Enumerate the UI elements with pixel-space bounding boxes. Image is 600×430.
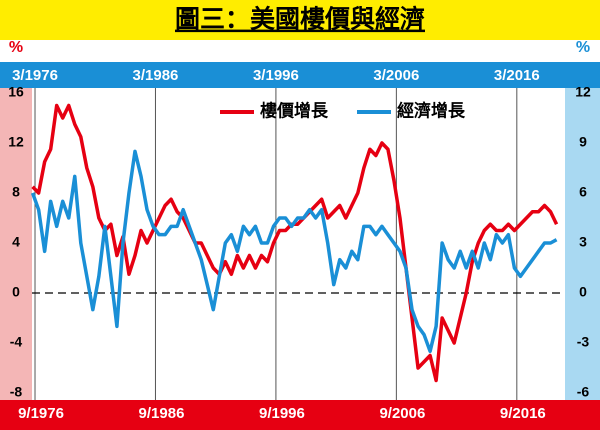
- right-strip: [565, 88, 600, 400]
- y-tick-label: 8: [12, 184, 20, 200]
- y2-unit: %: [576, 39, 590, 56]
- y2-tick-label: 3: [579, 234, 587, 250]
- chart-title: 圖三：美國樓價與經濟: [175, 5, 425, 34]
- x-tick-label: 3/2006: [373, 67, 419, 84]
- x2-tick-label: 9/2006: [379, 405, 425, 422]
- y2-tick-label: 0: [579, 284, 587, 300]
- y-tick-label: 16: [8, 84, 24, 100]
- y2-tick-label: 12: [575, 84, 591, 100]
- line-series: [31, 103, 559, 383]
- y-tick-label: 4: [12, 234, 20, 250]
- y2-tick-label: -3: [577, 334, 590, 350]
- bottom-band: [0, 400, 600, 430]
- y-tick-label: 0: [12, 284, 20, 300]
- y-tick-label: -4: [10, 334, 23, 350]
- x2-tick-label: 9/1976: [18, 405, 64, 422]
- x2-tick-label: 9/2016: [500, 405, 546, 422]
- x-tick-label: 3/1996: [253, 67, 299, 84]
- x2-tick-label: 9/1986: [139, 405, 185, 422]
- y2-tick-label: 9: [579, 134, 587, 150]
- y2-tick-label: -6: [577, 384, 590, 400]
- x-tick-label: 3/1976: [12, 67, 58, 84]
- y-unit: %: [9, 39, 23, 56]
- x2-tick-label: 9/1996: [259, 405, 305, 422]
- x-tick-label: 3/2016: [494, 67, 540, 84]
- left-strip: [0, 88, 32, 400]
- y-tick-label: -8: [10, 384, 23, 400]
- y2-tick-label: 6: [579, 184, 587, 200]
- legend-label: 經濟增長: [397, 100, 466, 120]
- top-band: [0, 62, 600, 88]
- y-tick-label: 12: [8, 134, 24, 150]
- line-series: [30, 149, 558, 354]
- x-tick-label: 3/1986: [133, 67, 179, 84]
- title-band: [0, 0, 600, 40]
- legend-label: 樓價增長: [260, 100, 329, 120]
